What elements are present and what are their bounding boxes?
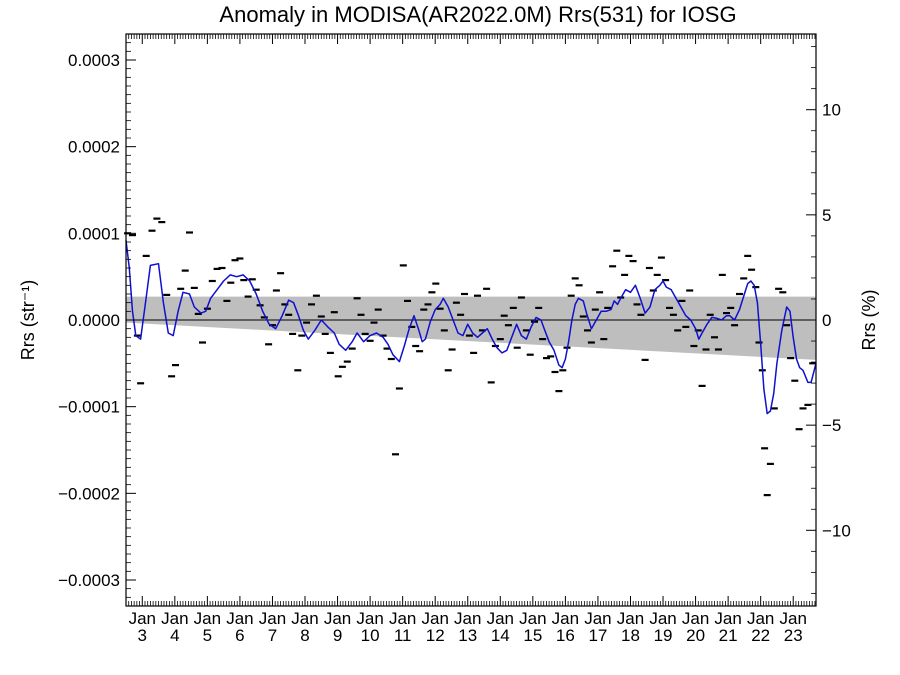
smoothed-line-layer: [125, 240, 817, 415]
y-left-tick-label: 0.0000: [68, 311, 120, 330]
y-left-tick-label: 0.0001: [68, 224, 120, 243]
x-tick-label-month: Jan: [421, 609, 448, 628]
x-tick-label-year: 8: [300, 626, 309, 645]
axes-layer: 0.0003 0.0002 0.0001 0.0000 −0.0001 −0.0002 −0…: [58, 34, 851, 645]
y-axis-left-label: Rrs (str⁻¹): [18, 280, 38, 360]
x-tick-label-year: 12: [426, 626, 445, 645]
x-tick-label-month: Jan: [747, 609, 774, 628]
x-tick-label-year: 13: [458, 626, 477, 645]
x-tick-label-year: 4: [170, 626, 179, 645]
x-tick-label-year: 14: [491, 626, 510, 645]
x-tick-label-year: 21: [719, 626, 738, 645]
x-tick-label-year: 17: [588, 626, 607, 645]
smoothed-series-line: [125, 240, 817, 415]
x-tick-label-month: Jan: [519, 609, 546, 628]
plot-area: [124, 217, 817, 497]
y-right-tick-label: −10: [822, 521, 851, 540]
x-tick-label-month: Jan: [780, 609, 807, 628]
x-tick-label-month: Jan: [682, 609, 709, 628]
x-tick-label-year: 19: [654, 626, 673, 645]
x-tick-label-month: Jan: [194, 609, 221, 628]
x-tick-label-month: Jan: [552, 609, 579, 628]
x-tick-label-month: Jan: [356, 609, 383, 628]
x-tick-label-year: 10: [361, 626, 380, 645]
x-tick-label-year: 9: [333, 626, 342, 645]
x-tick-label-month: Jan: [649, 609, 676, 628]
x-tick-label-year: 22: [751, 626, 770, 645]
y-right-tick-label: 10: [822, 101, 841, 120]
y-left-tick-label: 0.0003: [68, 51, 120, 70]
x-tick-label-month: Jan: [324, 609, 351, 628]
x-tick-label-month: Jan: [226, 609, 253, 628]
x-tick-label-month: Jan: [389, 609, 416, 628]
y-left-tick-label: −0.0001: [58, 398, 120, 417]
x-tick-label-year: 16: [556, 626, 575, 645]
x-tick-label-month: Jan: [584, 609, 611, 628]
y-left-tick-label: −0.0002: [58, 484, 120, 503]
x-tick-label-year: 5: [203, 626, 212, 645]
observations-layer: [124, 217, 817, 497]
x-tick-label-month: Jan: [714, 609, 741, 628]
y-left-tick-label: −0.0003: [58, 571, 120, 590]
x-tick-label-year: 11: [394, 626, 412, 645]
x-tick-label-year: 18: [621, 626, 640, 645]
x-tick-label-month: Jan: [454, 609, 481, 628]
x-tick-label-month: Jan: [259, 609, 286, 628]
chart-title: Anomaly in MODISA(AR2022.0M) Rrs(531) fo…: [219, 2, 736, 27]
uncertainty-band-layer: [126, 296, 816, 360]
y-left-tick-label: 0.0002: [68, 138, 120, 157]
y-axis-right-label: Rrs (%): [859, 290, 879, 351]
x-tick-label-month: Jan: [291, 609, 318, 628]
x-tick-label-year: 15: [523, 626, 542, 645]
y-right-tick-label: 0: [822, 311, 831, 330]
x-tick-label-month: Jan: [161, 609, 188, 628]
x-tick-label-month: Jan: [487, 609, 514, 628]
uncertainty-band: [126, 296, 816, 360]
y-right-tick-label: −5: [822, 416, 841, 435]
x-tick-label-year: 3: [138, 626, 147, 645]
x-tick-label-year: 7: [268, 626, 277, 645]
x-tick-label-year: 20: [686, 626, 705, 645]
x-tick-label-month: Jan: [617, 609, 644, 628]
x-tick-label-year: 23: [784, 626, 803, 645]
y-right-tick-label: 5: [822, 206, 831, 225]
x-tick-label-year: 6: [235, 626, 244, 645]
x-tick-label-month: Jan: [129, 609, 156, 628]
